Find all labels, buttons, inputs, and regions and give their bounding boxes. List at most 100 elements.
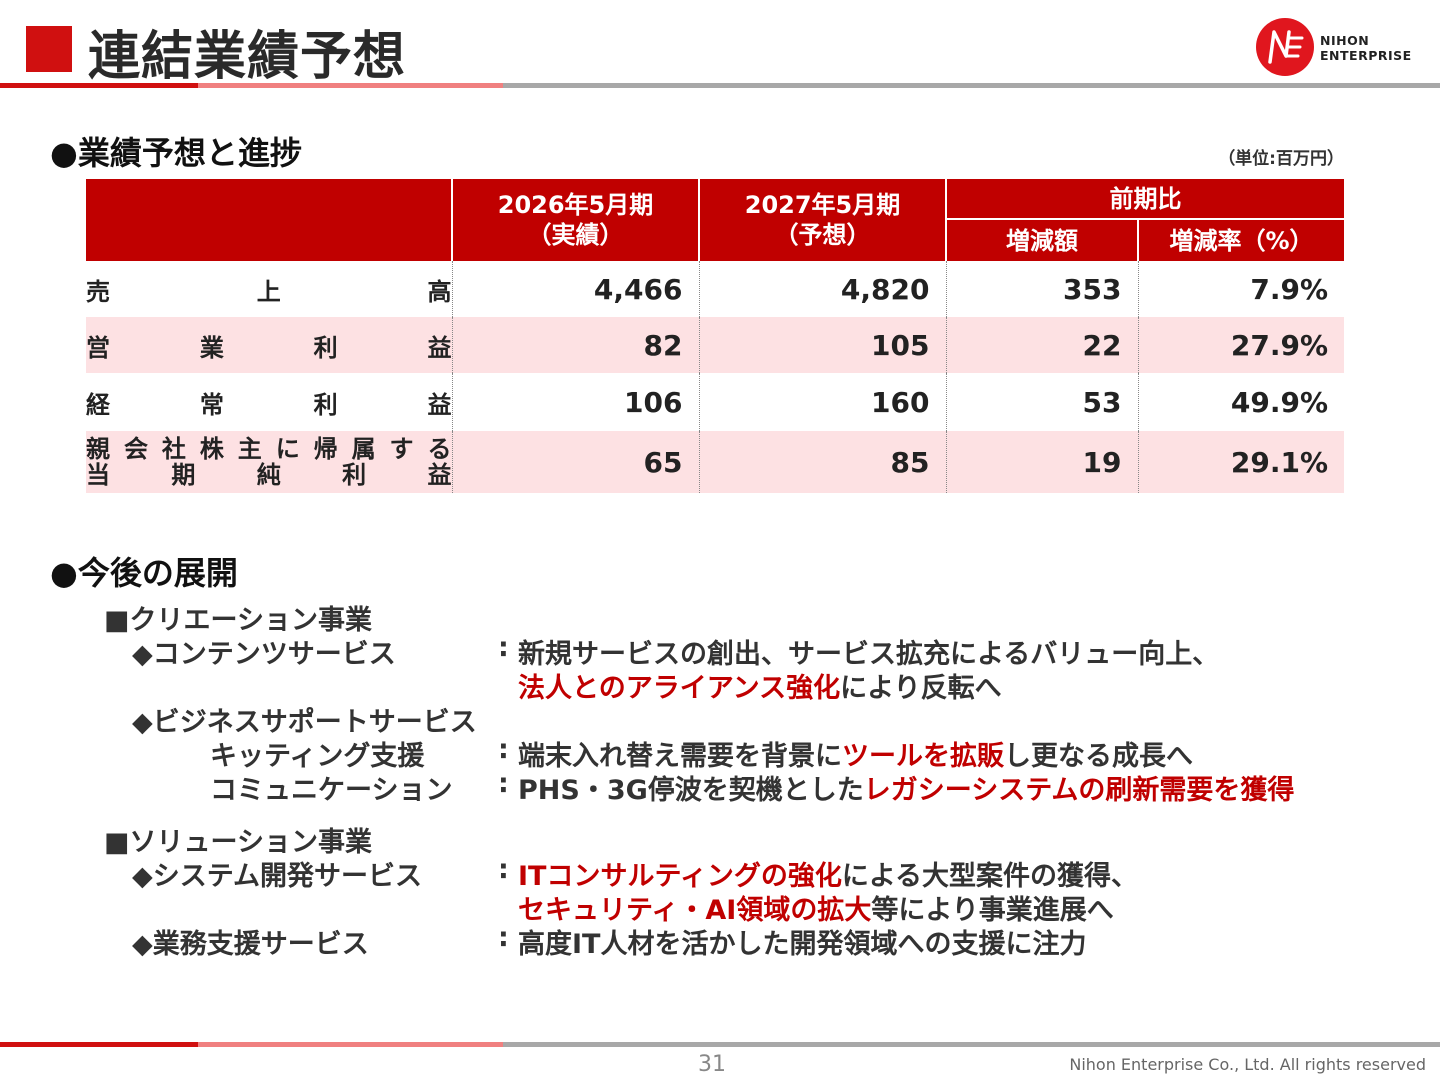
- system-dev-line1: ITコンサルティングの強化による大型案件の獲得、: [518, 854, 1138, 893]
- header-diff: 増減額: [946, 219, 1139, 261]
- row-label: 営 業 利 益: [86, 317, 452, 373]
- row-label: 親 会 社 株 主 に 帰 属 す る 当 期 純 利 益: [86, 431, 452, 493]
- table-row: 親 会 社 株 主 に 帰 属 す る 当 期 純 利 益: [86, 431, 1344, 493]
- cell-actual: 65: [451, 431, 699, 493]
- business-support-service-label: ◆業務支援サービス: [132, 929, 369, 960]
- contents-line2: 法人とのアライアンス強化により反転へ: [518, 666, 1002, 705]
- row-label-char: 上: [256, 277, 281, 306]
- contents-line2-rest: により反転へ: [840, 673, 1002, 704]
- header-actual: 2026年5月期 （実績）: [452, 179, 700, 261]
- cell-actual: 4,466: [451, 261, 699, 317]
- kitting-colon: :: [498, 734, 509, 765]
- kitting-highlight: ツールを拡販: [842, 741, 1004, 772]
- system-dev-highlight1: ITコンサルティングの強化: [518, 861, 842, 892]
- cell-diff: 53: [945, 373, 1138, 431]
- row-label: 経 常 利 益: [86, 373, 452, 431]
- page-number: 31: [698, 1052, 726, 1077]
- cell-forecast: 160: [698, 373, 946, 431]
- row-label-char: に: [275, 435, 300, 463]
- solution-title: ■ソリューション事業: [104, 827, 372, 858]
- row-label-char: 売: [86, 277, 110, 306]
- cell-forecast: 105: [698, 317, 946, 373]
- kitting-text-end: し更なる成長へ: [1004, 741, 1193, 772]
- system-dev-line2: セキュリティ・AI領域の拡大等により事業進展へ: [518, 888, 1114, 927]
- cell-rate: 7.9%: [1137, 261, 1344, 317]
- system-dev-text2: 等により事業進展へ: [871, 895, 1114, 926]
- title-marker: [26, 26, 72, 72]
- row-label-char: 益: [427, 461, 452, 489]
- kitting-text-start: 端末入れ替え需要を背景に: [518, 741, 842, 772]
- row-label-char: 株: [199, 435, 224, 463]
- cell-diff: 353: [945, 261, 1138, 317]
- header-yoy: 前期比: [946, 179, 1344, 220]
- system-dev-colon: :: [498, 854, 509, 885]
- business-support-colon: :: [498, 922, 509, 953]
- cell-forecast: 85: [698, 431, 946, 493]
- cell-diff: 19: [945, 431, 1138, 493]
- cell-actual: 106: [451, 373, 699, 431]
- row-label-char: 業: [199, 333, 224, 362]
- copyright: Nihon Enterprise Co., Ltd. All rights re…: [1069, 1055, 1426, 1074]
- logo-mark-icon: [1256, 18, 1314, 76]
- kitting-text: 端末入れ替え需要を背景にツールを拡販し更なる成長へ: [518, 734, 1193, 773]
- business-support-label: ◆ビジネスサポートサービス: [132, 707, 477, 738]
- header-bar-gray: [503, 83, 1440, 88]
- row-label-char: 高: [427, 277, 452, 306]
- table-row: 売 上 高 4,466 4,820 353 7.9%: [86, 261, 1344, 317]
- kitting-label: キッティング支援: [210, 741, 425, 772]
- row-label-char: 益: [427, 333, 452, 362]
- row-label: 売 上 高: [86, 261, 452, 317]
- header-forecast: 2027年5月期 （予想）: [699, 179, 947, 261]
- footer-bar-gray: [503, 1042, 1440, 1047]
- row-label-char: 期: [171, 461, 196, 489]
- row-label-char: 益: [427, 390, 452, 419]
- logo-text-enterprise: ENTERPRISE: [1320, 48, 1412, 63]
- communication-text-start: PHS・3G停波を契機とした: [518, 775, 864, 806]
- header-forecast-year: 2027年5月期: [744, 191, 901, 219]
- row-label-char: 常: [199, 390, 224, 419]
- row-label-char: 純: [256, 461, 281, 489]
- table-row: 営 業 利 益 82 105 22 27.9%: [86, 317, 1344, 373]
- row-label-char: 主: [237, 435, 262, 463]
- contents-colon: :: [498, 632, 509, 663]
- header-rate: 増減率（%）: [1138, 219, 1344, 261]
- row-label-char: 当: [86, 461, 110, 489]
- header-actual-year: 2026年5月期: [497, 191, 654, 219]
- cell-rate: 27.9%: [1137, 317, 1344, 373]
- communication-label: コミュニケーション: [210, 775, 453, 806]
- cell-actual: 82: [451, 317, 699, 373]
- forecast-heading: ●業績予想と進捗: [50, 134, 302, 172]
- communication-text: PHS・3G停波を契機としたレガシーシステムの刷新需要を獲得: [518, 768, 1294, 807]
- header-forecast-sub: （予想）: [774, 221, 871, 249]
- row-label-char: 利: [313, 333, 338, 362]
- header-blank-cell: [86, 179, 453, 261]
- footer-bar-pink: [198, 1042, 503, 1047]
- creation-title: ■クリエーション事業: [104, 605, 372, 636]
- row-label-char: 利: [313, 390, 338, 419]
- forecast-table: 2026年5月期 （実績） 2027年5月期 （予想） 前期比 増減額 増減率（…: [86, 179, 1344, 493]
- system-dev-text1: による大型案件の獲得、: [841, 861, 1139, 892]
- cell-rate: 49.9%: [1137, 373, 1344, 431]
- unit-label: （単位:百万円）: [1218, 149, 1344, 169]
- header-bar-red: [0, 83, 198, 88]
- header-actual-sub: （実績）: [527, 221, 624, 249]
- business-support-text: 高度IT人材を活かした開発領域への支援に注力: [518, 929, 1087, 960]
- system-dev-highlight2: セキュリティ・AI領域の拡大: [518, 895, 872, 926]
- row-label-char: る: [427, 435, 452, 463]
- row-label-char: 親: [86, 435, 110, 463]
- cell-rate: 29.1%: [1137, 431, 1344, 493]
- contents-service-label: ◆コンテンツサービス: [132, 639, 396, 670]
- row-label-char: す: [389, 435, 414, 463]
- cell-diff: 22: [945, 317, 1138, 373]
- cell-forecast: 4,820: [698, 261, 946, 317]
- row-label-char: 会: [123, 435, 148, 463]
- row-label-char: 営: [86, 333, 110, 362]
- system-dev-label: ◆システム開発サービス: [132, 861, 422, 892]
- header-bar-pink: [198, 83, 503, 88]
- row-label-char: 経: [86, 390, 110, 419]
- row-label-char: 社: [161, 435, 186, 463]
- row-label-char: 利: [342, 461, 367, 489]
- page-title: 連結業績予想: [88, 27, 407, 87]
- company-logo: NIHON ENTERPRISE: [1256, 18, 1416, 78]
- row-label-char: 属: [351, 435, 376, 463]
